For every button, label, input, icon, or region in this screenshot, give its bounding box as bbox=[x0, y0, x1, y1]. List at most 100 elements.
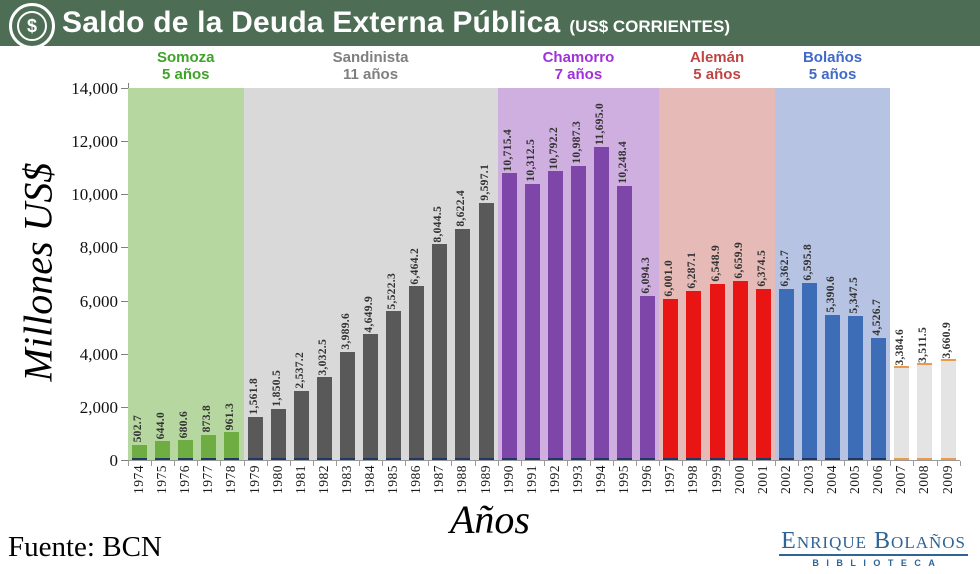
bar-value-2001: 6,374.5 bbox=[755, 250, 768, 287]
x-axis-label: Años bbox=[450, 497, 530, 542]
bar-1997 bbox=[663, 298, 679, 460]
bar-value-1987: 8,044.5 bbox=[432, 205, 445, 243]
bar-value-1998: 6,287.1 bbox=[686, 252, 699, 289]
bar-1978 bbox=[224, 432, 240, 460]
year-label-1976: 1976 bbox=[177, 465, 193, 494]
dollar-coin-icon: $ bbox=[9, 3, 55, 49]
bar-value-1984: 4,649.9 bbox=[363, 295, 376, 333]
x-tick-mark bbox=[474, 461, 476, 466]
bar-value-2002: 6,362.7 bbox=[778, 250, 791, 287]
year-label-1979: 1979 bbox=[246, 465, 262, 494]
period-label-somoza: Somoza 5 años bbox=[156, 49, 215, 83]
year-label-2006: 2006 bbox=[870, 465, 886, 494]
year-label-2009: 2009 bbox=[939, 465, 955, 494]
year-label-1994: 1994 bbox=[593, 465, 609, 494]
year-label-1997: 1997 bbox=[662, 465, 678, 494]
x-tick-mark bbox=[266, 461, 268, 466]
y-tick-label: 14,000 bbox=[71, 79, 118, 98]
y-tick-label: 12,000 bbox=[71, 132, 118, 152]
title-subtitle: (US$ CORRIENTES) bbox=[569, 17, 730, 36]
bar-value-1975: 644.0 bbox=[155, 411, 168, 439]
x-tick-mark bbox=[335, 461, 337, 466]
year-label-1993: 1993 bbox=[569, 465, 585, 494]
year-label-1981: 1981 bbox=[292, 465, 308, 494]
bar-value-2005: 5,347.5 bbox=[848, 277, 861, 314]
bar-value-1982: 3,032.5 bbox=[316, 338, 329, 376]
x-tick-mark bbox=[428, 461, 430, 466]
y-tick-label: 6,000 bbox=[79, 291, 118, 311]
x-tick-mark bbox=[566, 461, 568, 466]
year-label-1987: 1987 bbox=[431, 465, 447, 494]
enrique-bolanos-biblioteca-logo: Enrique Bolaños BIBLIOTECA bbox=[779, 529, 968, 568]
x-tick-mark bbox=[451, 461, 453, 466]
bar-1987 bbox=[432, 244, 448, 460]
bar-value-1999: 6,548.9 bbox=[709, 245, 722, 282]
year-label-1996: 1996 bbox=[639, 465, 655, 494]
year-label-1989: 1989 bbox=[477, 465, 493, 494]
bar-1994 bbox=[594, 147, 610, 460]
year-label-2007: 2007 bbox=[893, 465, 909, 494]
bar-value-1992: 10,792.2 bbox=[547, 126, 560, 170]
x-tick-mark bbox=[821, 461, 822, 466]
bar-value-2009: 3,660.9 bbox=[940, 322, 953, 359]
bar-value-1986: 6,464.2 bbox=[409, 247, 422, 285]
x-tick-mark bbox=[682, 461, 684, 466]
period-band-somoza bbox=[128, 88, 244, 460]
bar-1977 bbox=[201, 434, 217, 460]
bar-1995 bbox=[617, 185, 633, 460]
bar-1974 bbox=[132, 444, 148, 460]
bar-1984 bbox=[363, 334, 379, 460]
bar-1990 bbox=[501, 173, 517, 460]
bar-1989 bbox=[478, 203, 494, 460]
year-label-1991: 1991 bbox=[523, 465, 539, 494]
x-tick-mark bbox=[405, 461, 407, 466]
y-tick-label: 8,000 bbox=[79, 238, 118, 258]
bar-value-1980: 1,850.5 bbox=[270, 370, 283, 407]
x-tick-mark bbox=[174, 461, 176, 466]
year-label-1982: 1982 bbox=[315, 465, 331, 494]
y-tick-label: 4,000 bbox=[79, 344, 118, 364]
period-label-chamorro: Chamorro 7 años bbox=[542, 49, 615, 83]
bar-value-1996: 6,094.3 bbox=[640, 257, 653, 295]
bar-1980 bbox=[270, 408, 286, 460]
x-tick-mark bbox=[705, 461, 707, 466]
bar-value-1977: 873.8 bbox=[201, 405, 214, 433]
bar-value-1997: 6,001.0 bbox=[663, 259, 676, 297]
year-label-1975: 1975 bbox=[154, 465, 170, 494]
bar-1991 bbox=[524, 183, 540, 460]
bar-value-1990: 10,715.4 bbox=[501, 128, 514, 172]
x-tick-mark bbox=[312, 461, 314, 466]
x-tick-mark bbox=[220, 461, 222, 466]
title-text: Saldo de la Deuda Externa Pública bbox=[62, 6, 561, 39]
year-label-1974: 1974 bbox=[131, 465, 147, 494]
x-tick-mark bbox=[151, 461, 153, 466]
bar-1992 bbox=[547, 171, 563, 460]
bar-2009 bbox=[940, 358, 956, 460]
y-tick-mark bbox=[121, 460, 128, 461]
bar-value-2007: 3,384.6 bbox=[894, 329, 907, 367]
bar-2000 bbox=[732, 281, 748, 460]
x-tick-mark bbox=[128, 461, 129, 466]
x-tick-mark bbox=[959, 461, 961, 466]
x-tick-mark bbox=[497, 461, 499, 466]
x-tick-mark bbox=[936, 461, 938, 466]
y-tick-mark bbox=[121, 194, 128, 196]
bar-value-1991: 10,312.5 bbox=[524, 139, 537, 182]
bar-2005 bbox=[848, 315, 864, 460]
bar-value-2006: 4,526.7 bbox=[871, 299, 884, 336]
y-tick-label: 10,000 bbox=[71, 185, 118, 205]
bar-1983 bbox=[339, 352, 355, 460]
x-tick-mark bbox=[636, 461, 638, 466]
year-label-2001: 2001 bbox=[754, 465, 770, 494]
year-label-2004: 2004 bbox=[824, 465, 840, 494]
x-tick-mark bbox=[867, 461, 869, 466]
bar-value-2004: 5,390.6 bbox=[825, 276, 838, 313]
year-label-1984: 1984 bbox=[362, 465, 378, 494]
source-note: Fuente: BCN bbox=[8, 531, 162, 563]
year-label-1998: 1998 bbox=[685, 465, 701, 494]
y-tick-mark bbox=[121, 88, 128, 89]
bar-1976 bbox=[178, 439, 194, 460]
year-label-1977: 1977 bbox=[200, 465, 216, 494]
year-label-1992: 1992 bbox=[546, 465, 562, 494]
